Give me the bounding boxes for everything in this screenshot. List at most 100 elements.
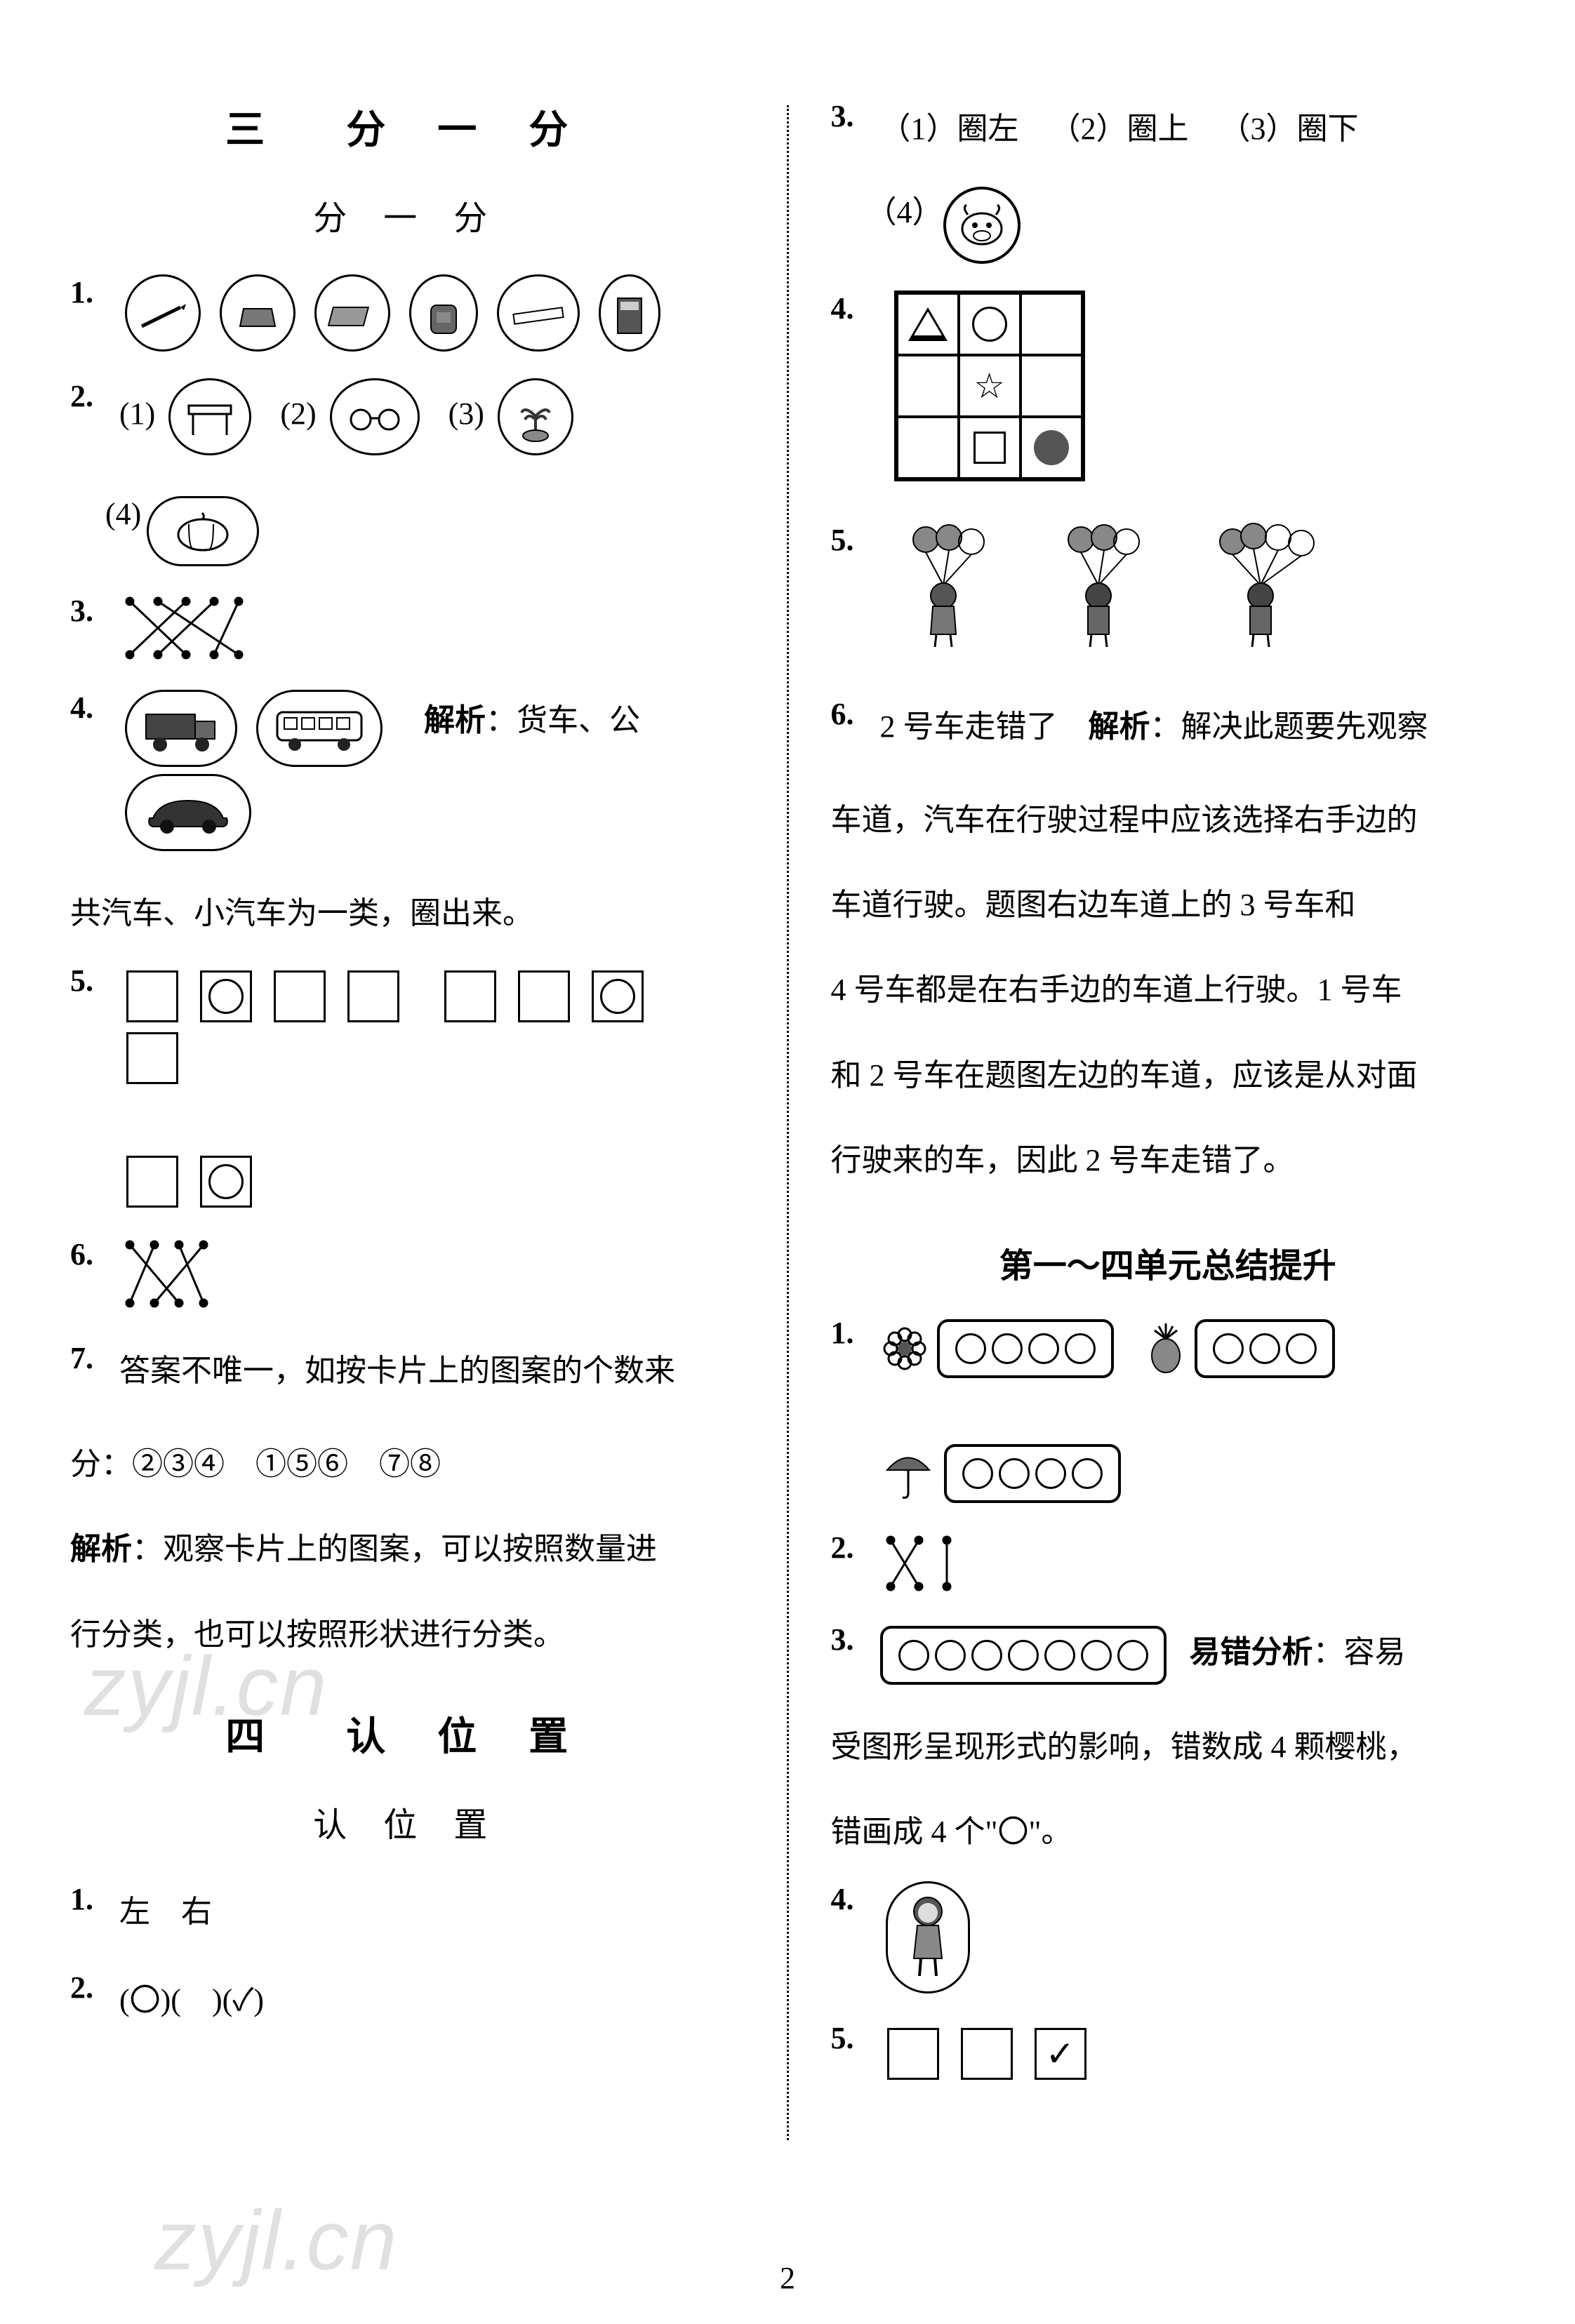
r-q6: 6. 2 号车走错了 解析：解决此题要先观察 — [831, 696, 1506, 758]
bus-icon — [256, 690, 383, 767]
column-divider — [787, 105, 789, 2140]
box-empty — [274, 970, 326, 1022]
circle-icon — [972, 307, 1007, 342]
umbrella-icon — [880, 1453, 936, 1488]
q7-line4: 行分类，也可以按照形状进行分类。 — [70, 1599, 745, 1670]
triangle-icon — [908, 307, 948, 341]
q4-analysis-label: 解析 — [424, 703, 486, 737]
chapter-title-3: 三 分 一 分 — [70, 98, 745, 155]
u2: 2. — [831, 1530, 1506, 1595]
q4-content: 解析：货车、公 — [119, 690, 745, 851]
cake-icon — [220, 274, 295, 352]
r-q6-l3: 车道行驶。题图右边车道上的 3 号车和 — [831, 869, 1506, 940]
section-title-fenyifen: 分 一 分 — [70, 190, 745, 239]
q1: 1. — [70, 274, 745, 352]
right-column: 3. （1）圈左 （2）圈上 （3）圈下 （4） 4. — [831, 98, 1506, 2282]
r-q6-l6: 行驶来的车，因此 2 号车走错了。 — [831, 1125, 1506, 1196]
r-q3-4: （4） — [831, 187, 1506, 264]
q2: 2. (1) (2) (3) — [70, 378, 745, 455]
r-q6-l4: 4 号车都是在右手边的车道上行驶。1 号车 — [831, 954, 1506, 1025]
box-empty — [126, 1156, 178, 1208]
q7-line2: 分：②③④ ①⑤⑥ ⑦⑧ — [70, 1429, 745, 1500]
flower-icon — [880, 1328, 929, 1363]
q2-num: 2. — [70, 378, 105, 414]
plant-icon — [498, 378, 573, 455]
q7-analysis: 解析：观察卡片上的图案，可以按照数量进 — [70, 1514, 745, 1584]
unit-title: 第一～四单元总结提升 — [831, 1238, 1506, 1287]
count-box-7 — [880, 1626, 1167, 1685]
box-empty — [126, 1032, 178, 1084]
balloon-child-1 — [901, 522, 1006, 669]
chapter-title-4: 四 认 位 置 — [70, 1705, 745, 1762]
q7-num: 7. — [70, 1340, 105, 1376]
q5: 5. — [70, 963, 745, 1210]
r-q6-l5: 和 2 号车在题图左边的车道，应该是从对面 — [831, 1040, 1506, 1111]
u2-matching-icon — [880, 1530, 1506, 1595]
q4-num: 4. — [70, 690, 105, 726]
box-empty — [518, 970, 570, 1022]
r-q5: 5. — [831, 522, 1506, 669]
r-q6-l2: 车道，汽车在行驶过程中应该选择右手边的 — [831, 784, 1506, 855]
girl-icon — [886, 1881, 970, 1994]
q6-num: 6. — [70, 1236, 105, 1272]
glasses-icon — [330, 378, 420, 455]
u3-l3: 错画成 4 个"〇"。 — [831, 1796, 1506, 1867]
q5-num: 5. — [70, 963, 105, 999]
count-box-4b — [944, 1444, 1121, 1503]
u1: 1. — [831, 1315, 1506, 1503]
count-box-3 — [1195, 1319, 1335, 1378]
box-check — [1035, 2028, 1086, 2080]
q1-num: 1. — [70, 274, 105, 310]
box-empty — [961, 2028, 1013, 2080]
u3-l2: 受图形呈现形式的影响，错数成 4 颗樱桃， — [831, 1711, 1506, 1782]
filled-circle-icon — [1034, 430, 1069, 465]
balloon-child-3 — [1211, 522, 1324, 669]
q3: 3. — [70, 593, 745, 663]
star-icon: ☆ — [973, 351, 1005, 421]
q5-boxes — [119, 963, 745, 1210]
count-box-4 — [937, 1319, 1114, 1378]
calculator-icon — [599, 274, 660, 352]
pineapple-icon — [1145, 1328, 1187, 1363]
q3-matching-icon — [119, 593, 745, 663]
box-circle — [200, 1156, 252, 1208]
q7-text: 答案不唯一，如按卡片上的图案的个数来 — [119, 1340, 745, 1402]
q2-1: 1. 左 右 — [70, 1881, 745, 1943]
table-icon — [168, 378, 251, 455]
cow-icon — [943, 187, 1021, 264]
q3-num: 3. — [70, 593, 105, 629]
backpack-icon — [409, 274, 478, 352]
u5: 5. — [831, 2020, 1506, 2082]
box-circle — [200, 970, 252, 1022]
box-circle — [592, 970, 644, 1022]
q4: 4. 解析：货车、公 — [70, 690, 745, 851]
book-icon — [314, 274, 390, 352]
pencil-icon — [125, 274, 201, 352]
section-title-renweizhi: 认 位 置 — [70, 1797, 745, 1846]
pumpkin-icon — [147, 496, 259, 566]
q2-4: (4) — [70, 496, 745, 566]
r-q4: 4. ☆ — [831, 290, 1506, 481]
box-empty — [126, 970, 178, 1022]
q4-cont: 共汽车、小汽车为一类，圈出来。 — [70, 878, 745, 949]
u4: 4. — [831, 1881, 1506, 1994]
q2-2: 2. (〇)( )(✓) — [70, 1970, 745, 2031]
grid-3x3: ☆ — [894, 290, 1085, 481]
left-column: 三 分 一 分 分 一 分 1. 2. (1) (2) (3) — [70, 98, 745, 2282]
q1-images — [119, 274, 745, 352]
square-icon — [973, 432, 1006, 464]
u3: 3. 易错分析：容易 — [831, 1622, 1506, 1685]
q7: 7. 答案不唯一，如按卡片上的图案的个数来 — [70, 1340, 745, 1402]
car-icon — [125, 774, 251, 851]
q2-content: (1) (2) (3) — [119, 378, 745, 455]
box-empty — [887, 2028, 939, 2080]
q6-matching-icon — [119, 1236, 745, 1314]
truck-icon — [125, 690, 237, 767]
ruler-icon — [497, 274, 580, 352]
box-empty — [347, 970, 399, 1022]
r-q3: 3. （1）圈左 （2）圈上 （3）圈下 — [831, 98, 1506, 160]
balloon-child-2 — [1056, 522, 1162, 669]
page-number: 2 — [780, 2260, 795, 2296]
q6: 6. — [70, 1236, 745, 1314]
box-empty — [444, 970, 496, 1022]
